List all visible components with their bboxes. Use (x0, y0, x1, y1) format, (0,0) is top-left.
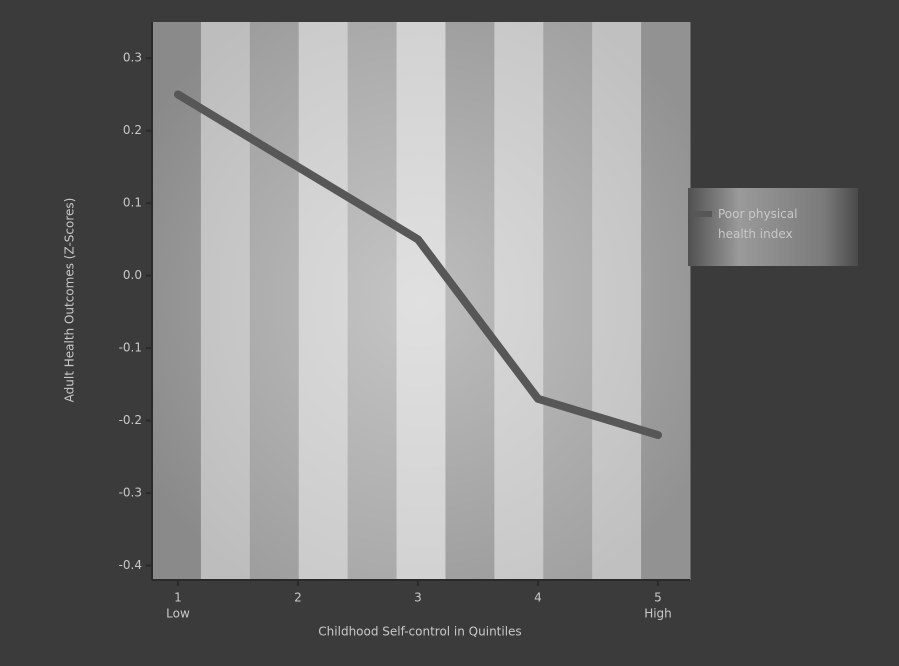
glow (152, 22, 690, 580)
x-tick-label: 1 (174, 591, 182, 605)
y-tick-label: 0.3 (123, 51, 142, 65)
y-tick-label: 0.0 (123, 268, 142, 282)
series-line (174, 90, 662, 440)
x-tick-note: Low (166, 607, 190, 621)
x-tick-label: 4 (534, 591, 542, 605)
y-axis-label: Adult Health Outcomes (Z-Scores) (63, 198, 77, 403)
legend-box (688, 188, 858, 266)
x-tick-label: 5 (654, 591, 662, 605)
y-tick-label: -0.4 (119, 558, 142, 572)
x-axis-label: Childhood Self-control in Quintiles (318, 625, 521, 639)
x-tick-note: High (644, 607, 672, 621)
x-tick-label: 3 (414, 591, 422, 605)
y-tick-label: -0.1 (119, 341, 142, 355)
legend-label: Poor physical health index (718, 207, 797, 241)
y-tick-label: -0.2 (119, 413, 142, 427)
y-tick-label: 0.1 (123, 196, 142, 210)
y-tick-label: -0.3 (119, 486, 142, 500)
y-tick-label: 0.2 (123, 123, 142, 137)
x-tick-label: 2 (294, 591, 302, 605)
plot-area (152, 22, 691, 580)
